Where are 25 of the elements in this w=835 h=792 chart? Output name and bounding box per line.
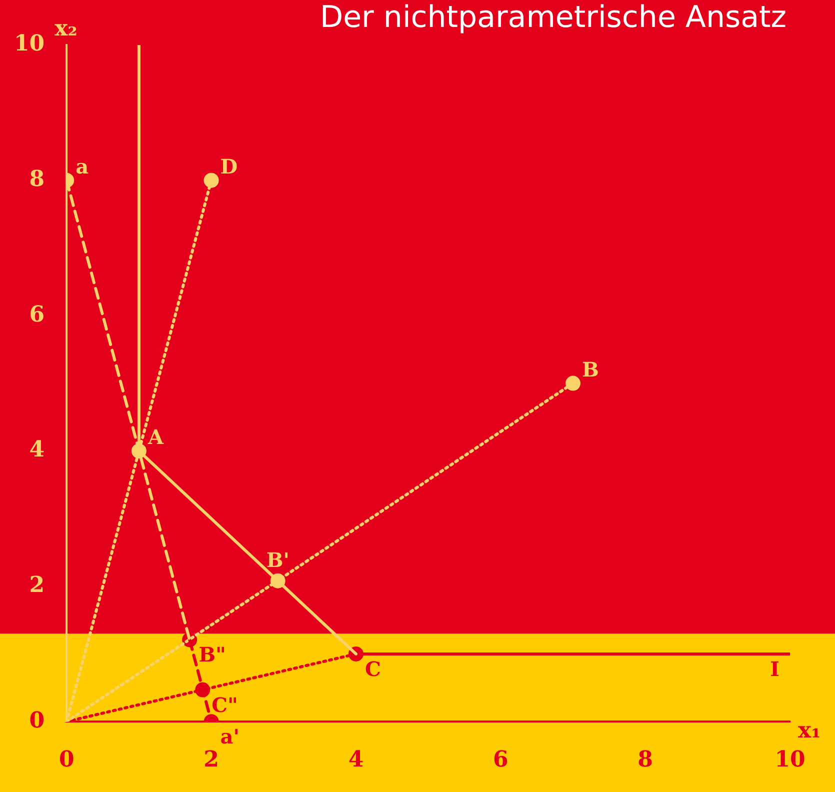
x-tick-label: 0	[58, 746, 74, 773]
annotation: I	[770, 656, 780, 681]
y-tick-label: 6	[29, 301, 45, 328]
annotation: B'	[266, 548, 290, 572]
y-tick-label: 0	[29, 707, 45, 734]
annotation: C	[364, 656, 381, 681]
x-tick-label: 8	[638, 746, 653, 773]
annotation: a	[76, 154, 89, 178]
annotation: B"	[198, 642, 226, 667]
annotation: C"	[212, 692, 238, 717]
x-tick-label: 2	[204, 746, 219, 773]
x-tick-label: 4	[348, 746, 364, 773]
y-tick-label: 10	[14, 30, 45, 57]
chart-title: Der nichtparametrische Ansatz	[320, 0, 786, 35]
y-tick-label: 8	[29, 166, 45, 192]
x-tick-label: 10	[774, 746, 806, 773]
x-tick-label: 6	[492, 746, 508, 773]
annotation: A	[146, 424, 164, 449]
y-tick-label: 4	[29, 436, 45, 463]
annotation: D	[220, 154, 238, 178]
annotation: B	[582, 357, 599, 382]
annotation: a'	[220, 724, 240, 749]
x-axis-title: x₁	[798, 717, 821, 744]
y-tick-label: 2	[29, 572, 45, 598]
y-axis-title: x₂	[54, 16, 78, 42]
